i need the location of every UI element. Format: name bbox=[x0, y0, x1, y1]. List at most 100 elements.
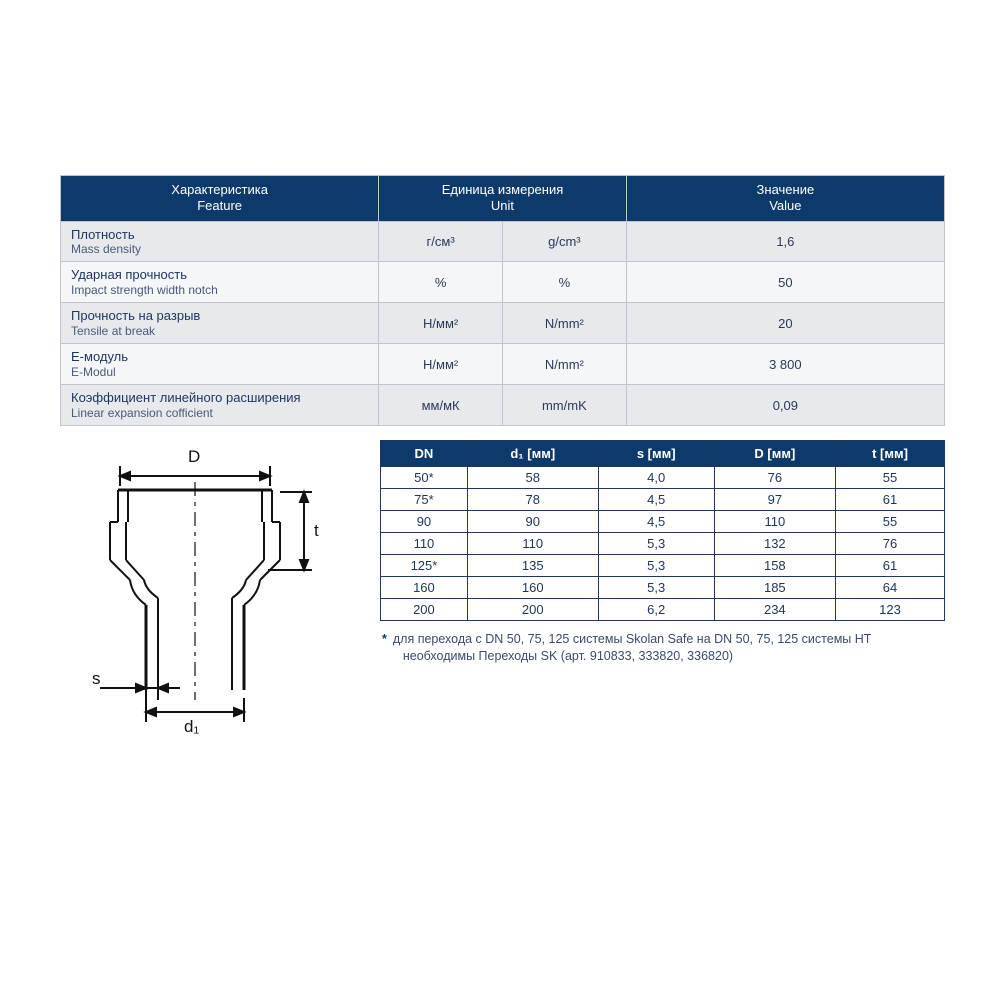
col-feature: Характеристика Feature bbox=[61, 176, 379, 222]
feature-cell: Прочность на разрывTensile at break bbox=[61, 303, 379, 344]
table-row: 1101105,313276 bbox=[381, 533, 945, 555]
dims-cell: 78 bbox=[467, 489, 598, 511]
dims-cell: 200 bbox=[467, 599, 598, 621]
unit-en: N/mm² bbox=[502, 303, 626, 344]
value-cell: 0,09 bbox=[626, 385, 944, 426]
dims-col-header: s [мм] bbox=[598, 441, 714, 467]
unit-en: N/mm² bbox=[502, 344, 626, 385]
dims-cell: 55 bbox=[835, 511, 944, 533]
dims-cell: 110 bbox=[467, 533, 598, 555]
dims-cell: 55 bbox=[835, 467, 944, 489]
dims-cell: 5,3 bbox=[598, 577, 714, 599]
feature-name-ru: Е-модуль bbox=[71, 349, 368, 365]
dims-cell: 185 bbox=[714, 577, 835, 599]
dims-cell: 158 bbox=[714, 555, 835, 577]
footnote: *для перехода с DN 50, 75, 125 системы S… bbox=[380, 631, 945, 665]
header-unit-ru: Единица измерения bbox=[442, 182, 564, 197]
table-row: Ударная прочностьImpact strength width n… bbox=[61, 262, 945, 303]
dims-cell: 50* bbox=[381, 467, 468, 489]
header-unit-en: Unit bbox=[491, 198, 514, 213]
dims-cell: 123 bbox=[835, 599, 944, 621]
diagram-svg: D t s d₁ bbox=[60, 440, 340, 740]
dims-cell: 58 bbox=[467, 467, 598, 489]
dimensions-header-row: DNd₁ [мм]s [мм]D [мм]t [мм] bbox=[381, 441, 945, 467]
dims-col-header: d₁ [мм] bbox=[467, 441, 598, 467]
dims-col-header: t [мм] bbox=[835, 441, 944, 467]
unit-en: g/cm³ bbox=[502, 221, 626, 262]
table-row: 125*1355,315861 bbox=[381, 555, 945, 577]
properties-section: Характеристика Feature Единица измерения… bbox=[60, 175, 945, 426]
dims-cell: 4,5 bbox=[598, 511, 714, 533]
header-value-ru: Значение bbox=[757, 182, 815, 197]
dims-col-header: DN bbox=[381, 441, 468, 467]
feature-name-en: Impact strength width notch bbox=[71, 283, 368, 297]
dimensions-body: 50*584,0765575*784,5976190904,5110551101… bbox=[381, 467, 945, 621]
unit-ru: Н/мм² bbox=[379, 303, 503, 344]
diagram-label-D: D bbox=[188, 447, 200, 466]
diagram-label-d1: d₁ bbox=[184, 717, 199, 736]
dims-cell: 5,3 bbox=[598, 555, 714, 577]
table-row: Прочность на разрывTensile at breakН/мм²… bbox=[61, 303, 945, 344]
table-row: 50*584,07655 bbox=[381, 467, 945, 489]
feature-name-en: Mass density bbox=[71, 242, 368, 256]
bottom-section: D t s d₁ DNd₁ [мм]s [мм]D [мм]t [мм] 50*… bbox=[60, 440, 945, 745]
col-value: Значение Value bbox=[626, 176, 944, 222]
dims-cell: 5,3 bbox=[598, 533, 714, 555]
dims-cell: 64 bbox=[835, 577, 944, 599]
footnote-marker: * bbox=[382, 632, 393, 646]
dims-cell: 76 bbox=[835, 533, 944, 555]
table-row: 2002006,2234123 bbox=[381, 599, 945, 621]
unit-ru: г/см³ bbox=[379, 221, 503, 262]
feature-name-en: Linear expansion cofficient bbox=[71, 406, 368, 420]
feature-name-ru: Прочность на разрыв bbox=[71, 308, 368, 324]
footnote-line2: необходимы Переходы SK (арт. 910833, 333… bbox=[403, 649, 733, 663]
header-feature-ru: Характеристика bbox=[171, 182, 268, 197]
feature-name-en: Tensile at break bbox=[71, 324, 368, 338]
dimensions-table: DNd₁ [мм]s [мм]D [мм]t [мм] 50*584,07655… bbox=[380, 440, 945, 621]
value-cell: 20 bbox=[626, 303, 944, 344]
value-cell: 1,6 bbox=[626, 221, 944, 262]
dims-cell: 200 bbox=[381, 599, 468, 621]
dims-cell: 6,2 bbox=[598, 599, 714, 621]
footnote-line1: для перехода с DN 50, 75, 125 системы Sk… bbox=[393, 632, 872, 646]
dims-cell: 97 bbox=[714, 489, 835, 511]
dims-cell: 110 bbox=[714, 511, 835, 533]
feature-name-ru: Коэффициент линейного расширения bbox=[71, 390, 368, 406]
header-value-en: Value bbox=[769, 198, 801, 213]
properties-header-row: Характеристика Feature Единица измерения… bbox=[61, 176, 945, 222]
table-row: Коэффициент линейного расширенияLinear e… bbox=[61, 385, 945, 426]
dims-col-header: D [мм] bbox=[714, 441, 835, 467]
table-row: 1601605,318564 bbox=[381, 577, 945, 599]
table-row: 75*784,59761 bbox=[381, 489, 945, 511]
dims-cell: 61 bbox=[835, 555, 944, 577]
dimensions-section: DNd₁ [мм]s [мм]D [мм]t [мм] 50*584,07655… bbox=[380, 440, 945, 745]
unit-ru: мм/мК bbox=[379, 385, 503, 426]
col-unit: Единица измерения Unit bbox=[379, 176, 627, 222]
dims-cell: 234 bbox=[714, 599, 835, 621]
pipe-diagram: D t s d₁ bbox=[60, 440, 340, 745]
dims-cell: 160 bbox=[381, 577, 468, 599]
dims-cell: 110 bbox=[381, 533, 468, 555]
feature-cell: Коэффициент линейного расширенияLinear e… bbox=[61, 385, 379, 426]
unit-en: % bbox=[502, 262, 626, 303]
unit-ru: Н/мм² bbox=[379, 344, 503, 385]
feature-name-ru: Плотность bbox=[71, 227, 368, 243]
feature-cell: ПлотностьMass density bbox=[61, 221, 379, 262]
dims-cell: 75* bbox=[381, 489, 468, 511]
dims-cell: 90 bbox=[467, 511, 598, 533]
feature-cell: Е-модульE-Modul bbox=[61, 344, 379, 385]
unit-ru: % bbox=[379, 262, 503, 303]
table-row: 90904,511055 bbox=[381, 511, 945, 533]
dims-cell: 4,0 bbox=[598, 467, 714, 489]
dims-cell: 4,5 bbox=[598, 489, 714, 511]
diagram-label-s: s bbox=[92, 669, 101, 688]
diagram-label-t: t bbox=[314, 521, 319, 540]
dims-cell: 160 bbox=[467, 577, 598, 599]
dims-cell: 125* bbox=[381, 555, 468, 577]
header-feature-en: Feature bbox=[197, 198, 242, 213]
dims-cell: 132 bbox=[714, 533, 835, 555]
dims-cell: 90 bbox=[381, 511, 468, 533]
value-cell: 50 bbox=[626, 262, 944, 303]
table-row: Е-модульE-ModulН/мм²N/mm²3 800 bbox=[61, 344, 945, 385]
unit-en: mm/mK bbox=[502, 385, 626, 426]
